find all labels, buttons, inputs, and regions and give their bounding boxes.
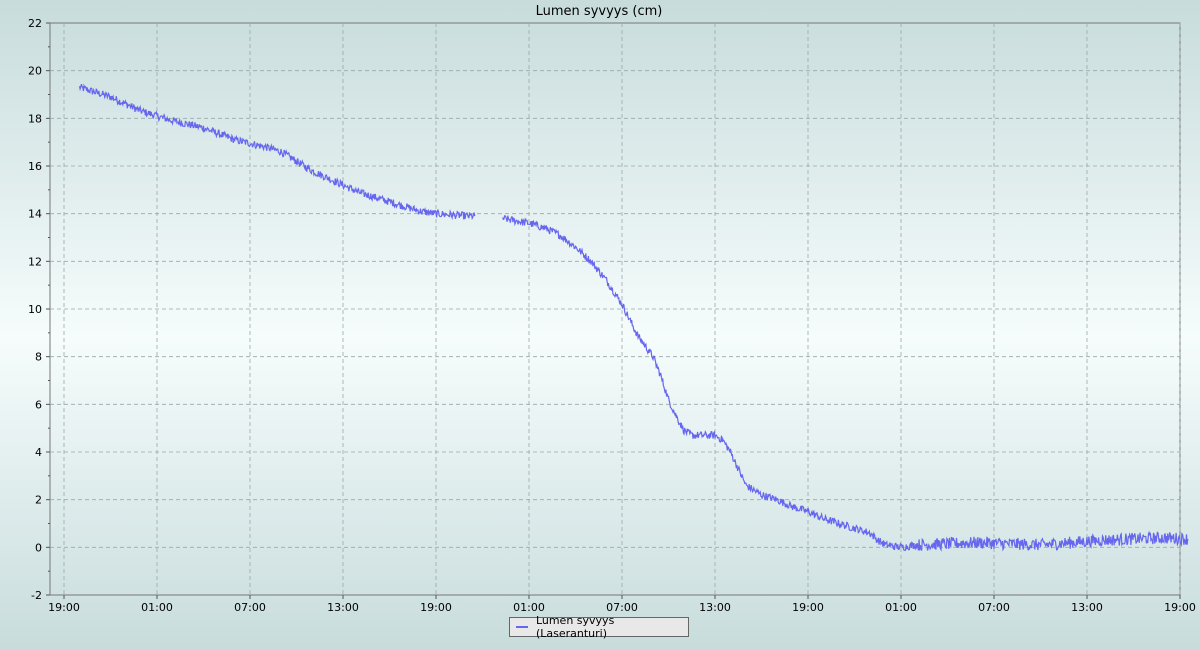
x-tick-label: 07:00 (606, 601, 638, 614)
y-tick-label: 20 (28, 65, 42, 78)
x-axis: 19:00 01:00 07:00 13:00 19:00 01:00 07:00 13:00… (48, 595, 1196, 614)
x-tick-label: 01:00 (513, 601, 545, 614)
x-tick-label: 01:00 (141, 601, 173, 614)
series-line-segment-0 (78, 83, 476, 221)
y-tick-label: 14 (28, 208, 42, 221)
x-tick-label: 19:00 (792, 601, 824, 614)
y-tick-label: 22 (28, 17, 42, 30)
y-tick-label: 12 (28, 255, 42, 268)
y-axis: -2 0 2 4 6 8 10 12 14 16 18 20 22 (28, 17, 50, 602)
y-tick-label: 6 (35, 398, 42, 411)
y-tick-label: 8 (35, 351, 42, 364)
y-tick-label: 16 (28, 160, 42, 173)
y-tick-label: 10 (28, 303, 42, 316)
x-tick-label: 01:00 (885, 601, 917, 614)
y-tick-label: -2 (31, 589, 42, 602)
y-tick-label: 0 (35, 541, 42, 554)
series-line-segment-1 (502, 215, 1189, 552)
y-tick-label: 4 (35, 446, 42, 459)
x-tick-label: 13:00 (699, 601, 731, 614)
y-tick-label: 2 (35, 494, 42, 507)
legend-label: Lumen syvyys (Laseranturi) (535, 614, 615, 640)
x-gridlines (63, 23, 1181, 595)
x-tick-label: 13:00 (1071, 601, 1103, 614)
x-tick-label: 19:00 (48, 601, 80, 614)
series-snow-depth (78, 83, 1189, 552)
y-gridlines (50, 70, 1180, 548)
x-tick-label: 19:00 (420, 601, 452, 614)
x-tick-label: 07:00 (978, 601, 1010, 614)
legend: Lumen syvyys (Laseranturi) (509, 614, 689, 640)
x-tick-label: 07:00 (234, 601, 266, 614)
x-tick-label: 13:00 (327, 601, 359, 614)
legend-swatch (516, 626, 528, 628)
chart-title: Lumen syvyys (cm) (536, 4, 663, 19)
y-tick-label: 18 (28, 112, 42, 125)
x-tick-label: 19:00 (1164, 601, 1196, 614)
